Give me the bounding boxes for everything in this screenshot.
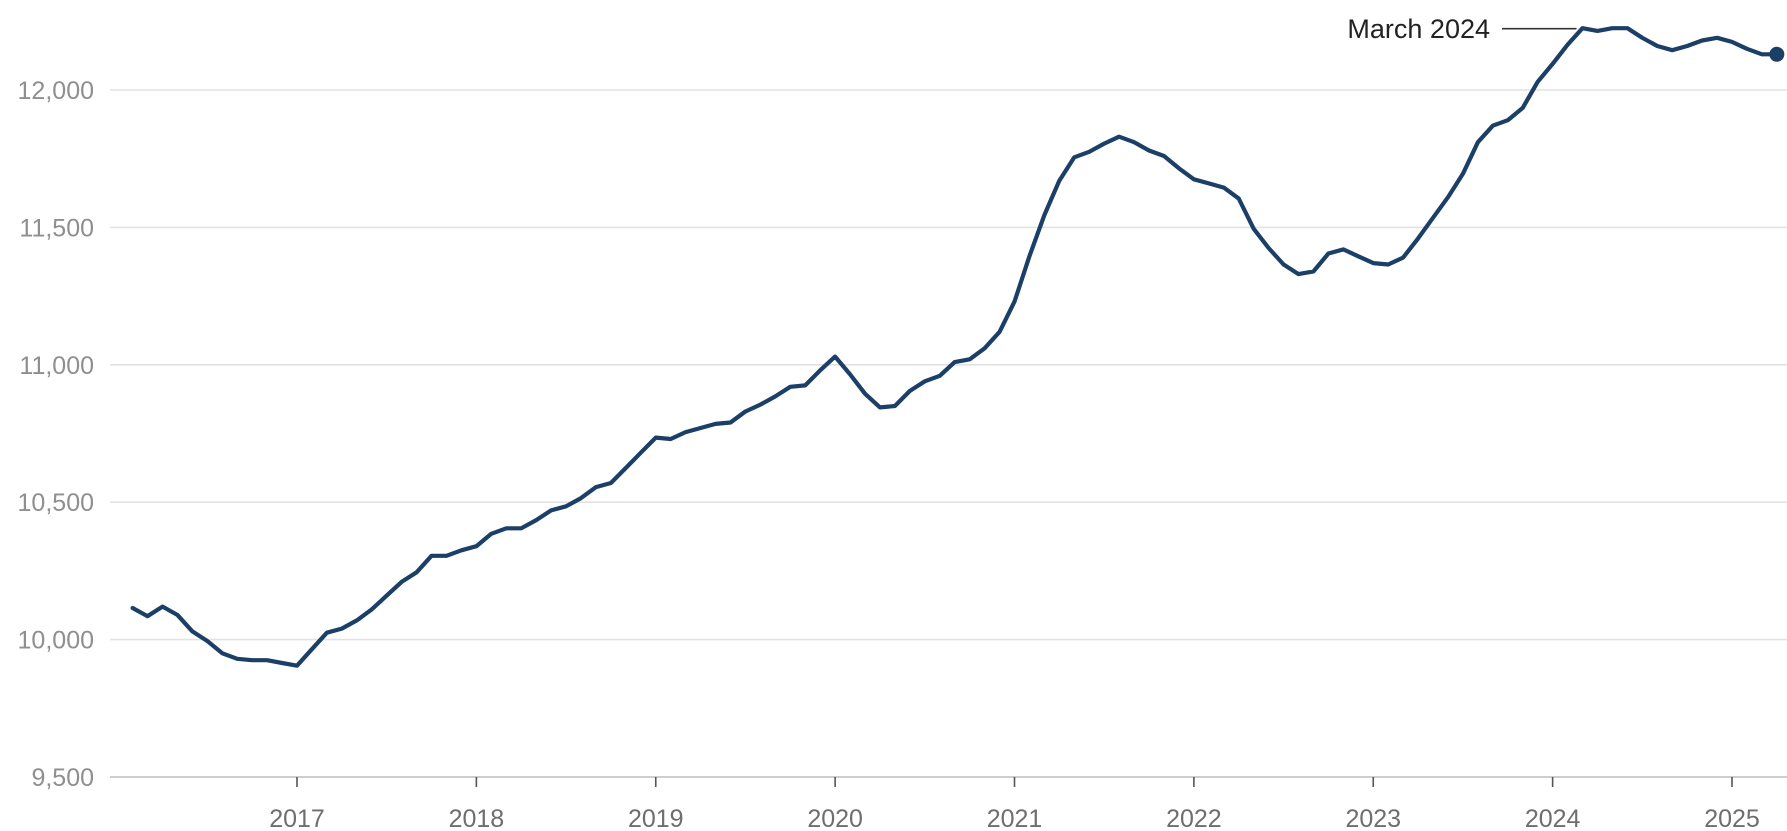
x-tick-label: 2018 <box>449 805 505 831</box>
y-tick-label: 9,500 <box>31 764 94 792</box>
x-tick-label: 2024 <box>1525 805 1581 831</box>
y-tick-label: 11,500 <box>19 214 94 242</box>
y-tick-label: 10,500 <box>18 489 94 517</box>
x-tick-label: 2025 <box>1704 805 1760 831</box>
annotation-label: March 2024 <box>1347 14 1490 44</box>
x-tick-label: 2023 <box>1345 805 1401 831</box>
x-tick-label: 2022 <box>1166 805 1222 831</box>
y-tick-label: 10,000 <box>18 627 94 655</box>
latest-point-marker <box>1769 46 1785 62</box>
x-tick-label: 2019 <box>628 805 684 831</box>
x-tick-label: 2020 <box>807 805 863 831</box>
y-tick-label: 12,000 <box>18 77 94 105</box>
x-tick-label: 2017 <box>269 805 325 831</box>
y-tick-label: 11,000 <box>19 352 94 380</box>
x-tick-label: 2021 <box>987 805 1043 831</box>
series-line <box>130 26 1779 668</box>
